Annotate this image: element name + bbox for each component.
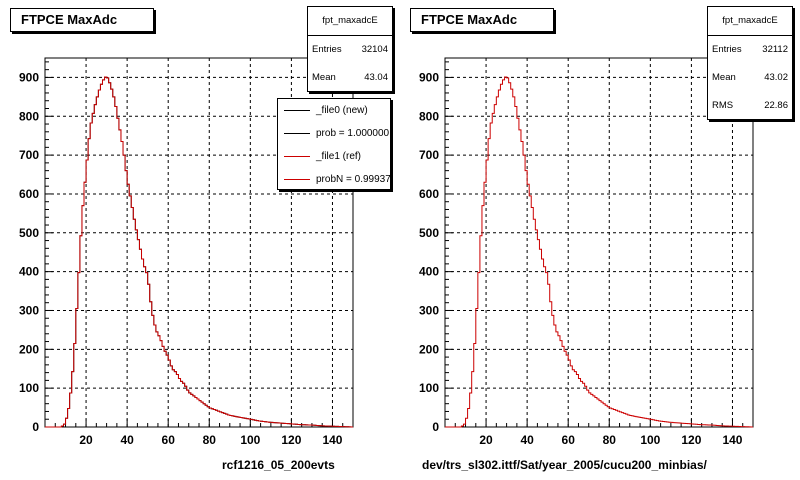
panel2-stats-mean: Mean 43.02 xyxy=(712,72,788,83)
panel1-y-tick-label: 900 xyxy=(19,70,39,84)
panel2-x-tick-label: 40 xyxy=(520,433,534,447)
legend-entry-prob: prob = 1.000000 xyxy=(278,122,390,145)
panel2-stats-box: fpt_maxadcE Entries 32112 Mean 43.02 RMS… xyxy=(707,6,793,120)
panel1-x-tick-label: 40 xyxy=(120,433,134,447)
panel1-x-tick-label: 120 xyxy=(281,433,301,447)
panel1-x-tick-label: 60 xyxy=(162,433,176,447)
panel2-y-tick-label: 500 xyxy=(419,226,439,240)
panel2-footer: dev/trs_sl302.ittf/Sat/year_2005/cucu200… xyxy=(422,458,707,472)
legend-entry-file0: _file0 (new) xyxy=(278,99,390,122)
panel2-y-tick-label: 0 xyxy=(432,420,439,434)
panel1-series-2-histogram xyxy=(45,76,353,428)
legend-swatch xyxy=(284,133,310,134)
panel2-stats-entries: Entries 32112 xyxy=(712,44,788,55)
panel2-y-tick-label: 700 xyxy=(419,148,439,162)
panel2-y-tick-label: 400 xyxy=(419,265,439,279)
panel2-y-tick-label: 100 xyxy=(419,381,439,395)
panel1-title: FTPCE MaxAdc xyxy=(21,12,118,27)
panel2-y-tick-label: 800 xyxy=(419,109,439,123)
panel2-y-tick-label: 300 xyxy=(419,303,439,317)
legend-entry-file1: _file1 (ref) xyxy=(278,145,390,168)
panel1-stats-name: fpt_maxadcE xyxy=(308,7,392,36)
panel1-y-tick-label: 200 xyxy=(19,342,39,356)
panel2-y-tick-label: 600 xyxy=(419,187,439,201)
panel1-title-box: FTPCE MaxAdc xyxy=(10,8,154,32)
panel2-title: FTPCE MaxAdc xyxy=(421,12,518,27)
legend-swatch xyxy=(284,110,310,111)
panel2-title-box: FTPCE MaxAdc xyxy=(410,8,554,32)
panel1-y-tick-label: 0 xyxy=(32,420,39,434)
panel2-series-1-histogram xyxy=(445,76,753,428)
panel1-legend: _file0 (new) prob = 1.000000 _file1 (ref… xyxy=(277,98,391,190)
panel2-x-tick-label: 100 xyxy=(640,433,660,447)
panel1-y-tick-label: 500 xyxy=(19,226,39,240)
panel1-y-tick-label: 100 xyxy=(19,381,39,395)
panel1-y-tick-label: 400 xyxy=(19,265,39,279)
panel1-y-tick-label: 700 xyxy=(19,148,39,162)
panel2-stats-name: fpt_maxadcE xyxy=(708,7,792,36)
legend-swatch xyxy=(284,156,310,157)
panel1-y-tick-label: 600 xyxy=(19,187,39,201)
legend-swatch xyxy=(284,179,310,180)
panel1-footer: rcf1216_05_200evts xyxy=(222,458,335,472)
panel1-stats-box: fpt_maxadcE Entries 32104 Mean 43.04 xyxy=(307,6,393,92)
panel2-x-tick-label: 140 xyxy=(722,433,742,447)
panel1-y-tick-label: 300 xyxy=(19,303,39,317)
panel1-x-tick-label: 80 xyxy=(203,433,217,447)
panel2-y-tick-label: 200 xyxy=(419,342,439,356)
panel2-x-tick-label: 120 xyxy=(681,433,701,447)
panel1-x-tick-label: 140 xyxy=(322,433,342,447)
panel2-y-tick-label: 900 xyxy=(419,70,439,84)
panel2-x-tick-label: 20 xyxy=(479,433,493,447)
panel2-x-tick-label: 60 xyxy=(562,433,576,447)
panel1-y-tick-label: 800 xyxy=(19,109,39,123)
legend-entry-probn: probN = 0.99937 xyxy=(278,168,390,189)
panel1-x-tick-label: 20 xyxy=(79,433,93,447)
panel2-x-tick-label: 80 xyxy=(603,433,617,447)
panel1-stats-mean: Mean 43.04 xyxy=(312,72,388,83)
panel1-x-tick-label: 100 xyxy=(240,433,260,447)
panel1-stats-entries: Entries 32104 xyxy=(312,44,388,55)
panel2-stats-rms: RMS 22.86 xyxy=(712,100,788,111)
